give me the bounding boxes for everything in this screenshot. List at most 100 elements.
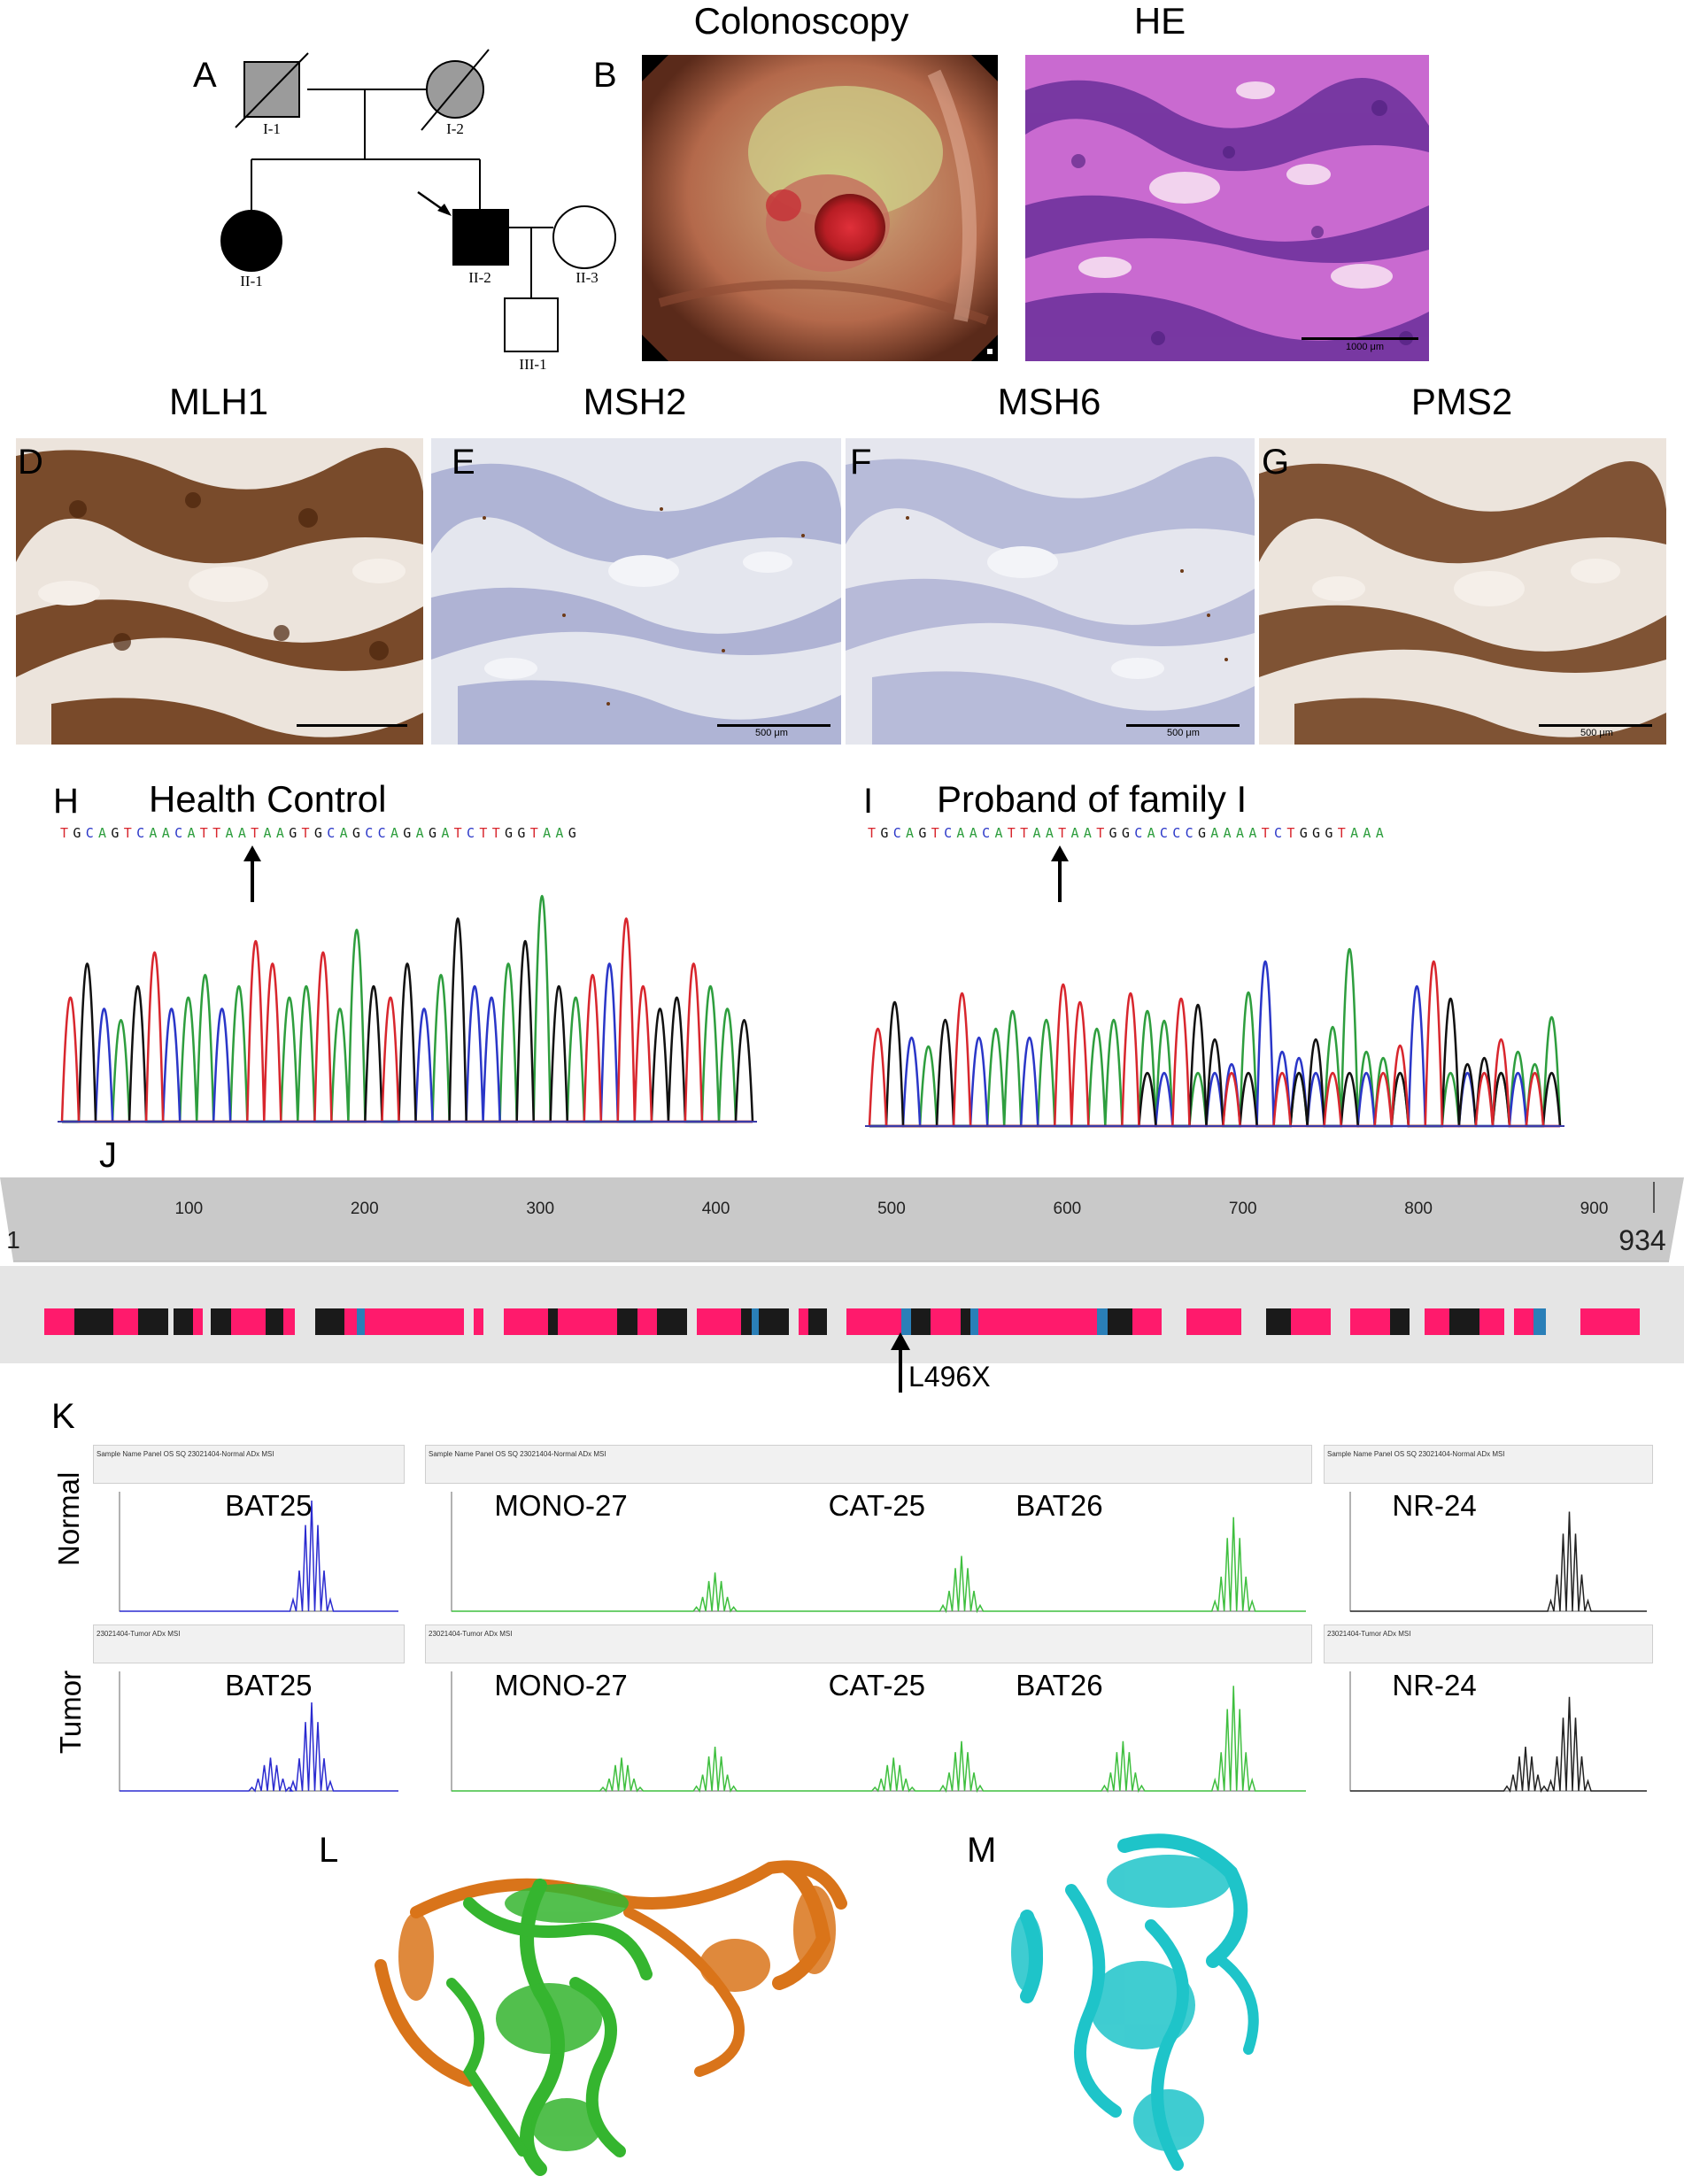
base-13: A	[1032, 825, 1046, 841]
base-6: C	[944, 825, 957, 841]
base-22: A	[1147, 825, 1160, 841]
health-control-title: Health Control	[149, 778, 387, 820]
pedigree-label-ii2: II-2	[468, 269, 491, 286]
base-32: C	[467, 825, 480, 841]
pedigree-label-ii3: II-3	[575, 269, 599, 286]
msi-marker-bat26: BAT26	[1016, 1669, 1103, 1702]
base-15: T	[251, 825, 264, 841]
pms2-title: PMS2	[1410, 381, 1513, 422]
pedigree-iii1-square	[504, 297, 559, 352]
domain-segment	[230, 1308, 266, 1335]
base-4: G	[111, 825, 124, 841]
domain-segment	[741, 1308, 752, 1335]
base-10: A	[187, 825, 200, 841]
base-14: A	[1045, 825, 1059, 841]
msi-header	[93, 1445, 405, 1484]
domain-segment	[173, 1308, 193, 1335]
domain-segment	[167, 1308, 174, 1335]
domain-segment	[1132, 1308, 1163, 1335]
msh2-scalebar-label: 500 μm	[755, 728, 788, 738]
domain-segment	[295, 1308, 315, 1335]
domain-segment	[970, 1308, 978, 1335]
msi-marker-cat25: CAT-25	[828, 1489, 926, 1522]
msh2-title: MSH2	[583, 381, 687, 422]
ruler-tick-700: 700	[1228, 1200, 1257, 1218]
base-20: G	[1121, 825, 1135, 841]
trace-T	[60, 917, 753, 1123]
base-25: C	[1185, 825, 1198, 841]
panel-label-d: D	[18, 443, 43, 482]
domain-segment	[1097, 1308, 1108, 1335]
panel-label-k: K	[51, 1397, 75, 1436]
base-12: T	[1020, 825, 1033, 841]
domain-segment	[931, 1308, 961, 1335]
domain-segments	[44, 1308, 1640, 1335]
base-27: G	[403, 825, 416, 841]
pedigree-ii3-circle	[552, 205, 616, 269]
ruler-tick-900: 900	[1580, 1200, 1609, 1218]
base-7: A	[149, 825, 162, 841]
base-38: A	[543, 825, 556, 841]
domain-segment	[1448, 1308, 1479, 1335]
domain-segment	[1410, 1308, 1425, 1335]
base-9: C	[174, 825, 188, 841]
he-scalebar-label: 1000 μm	[1346, 342, 1385, 352]
domain-segment	[1349, 1308, 1390, 1335]
domain-segment	[211, 1308, 231, 1335]
panel-label-h: H	[53, 782, 79, 821]
base-22: A	[339, 825, 352, 841]
msi-header	[1324, 1624, 1653, 1663]
base-2: C	[85, 825, 99, 841]
domain-segment	[826, 1308, 847, 1335]
domain-segment	[696, 1308, 742, 1335]
base-33: T	[1286, 825, 1300, 841]
msh6-ihc-image	[846, 438, 1255, 745]
base-11: T	[1007, 825, 1021, 841]
base-16: A	[1070, 825, 1084, 841]
base-24: C	[365, 825, 378, 841]
msi-sample-name: 23021404-Tumor ADx MSI	[429, 1630, 513, 1638]
base-27: A	[1210, 825, 1224, 841]
domain-segment	[977, 1308, 1098, 1335]
base-4: G	[918, 825, 931, 841]
wildtype-structure	[375, 1860, 847, 2176]
base-14: A	[237, 825, 251, 841]
pedigree-ii2-square	[452, 209, 509, 266]
domain-segment	[1580, 1308, 1640, 1335]
base-30: A	[1248, 825, 1262, 841]
ruler-tick-200: 200	[350, 1200, 379, 1218]
domain-segment	[1265, 1308, 1291, 1335]
domain-segment	[503, 1308, 548, 1335]
domain-segment	[314, 1308, 345, 1335]
base-0: T	[868, 825, 881, 841]
base-1: G	[73, 825, 86, 841]
domain-segment	[910, 1308, 931, 1335]
domain-segment	[789, 1308, 800, 1335]
domain-segment	[73, 1308, 114, 1335]
he-title: HE	[1133, 0, 1186, 42]
base-37: T	[529, 825, 544, 841]
base-40: A	[1375, 825, 1389, 841]
base-20: G	[313, 825, 328, 841]
pms2-scalebar-label: 500 μm	[1580, 728, 1613, 738]
domain-segment	[1479, 1308, 1504, 1335]
panel-label-j: J	[99, 1136, 117, 1175]
base-39: A	[1363, 825, 1376, 841]
domain-segment	[1186, 1308, 1241, 1335]
proband-title: Proband of family I	[937, 778, 1248, 820]
base-32: C	[1274, 825, 1287, 841]
base-9: C	[982, 825, 995, 841]
protein-map-ruler	[0, 1177, 1684, 1262]
domain-segment	[192, 1308, 204, 1335]
domain-segment	[265, 1308, 283, 1335]
pedigree-label-ii1: II-1	[240, 273, 263, 289]
domain-segment	[1162, 1308, 1187, 1335]
msi-marker-cat25: CAT-25	[828, 1669, 926, 1702]
base-31: T	[453, 825, 467, 841]
mlh1-scalebar	[297, 724, 407, 727]
base-33: T	[479, 825, 492, 841]
domain-segment	[1330, 1308, 1350, 1335]
pedigree-label-i2: I-2	[446, 120, 464, 137]
domain-segment	[547, 1308, 559, 1335]
panel-label-a: A	[193, 56, 217, 95]
